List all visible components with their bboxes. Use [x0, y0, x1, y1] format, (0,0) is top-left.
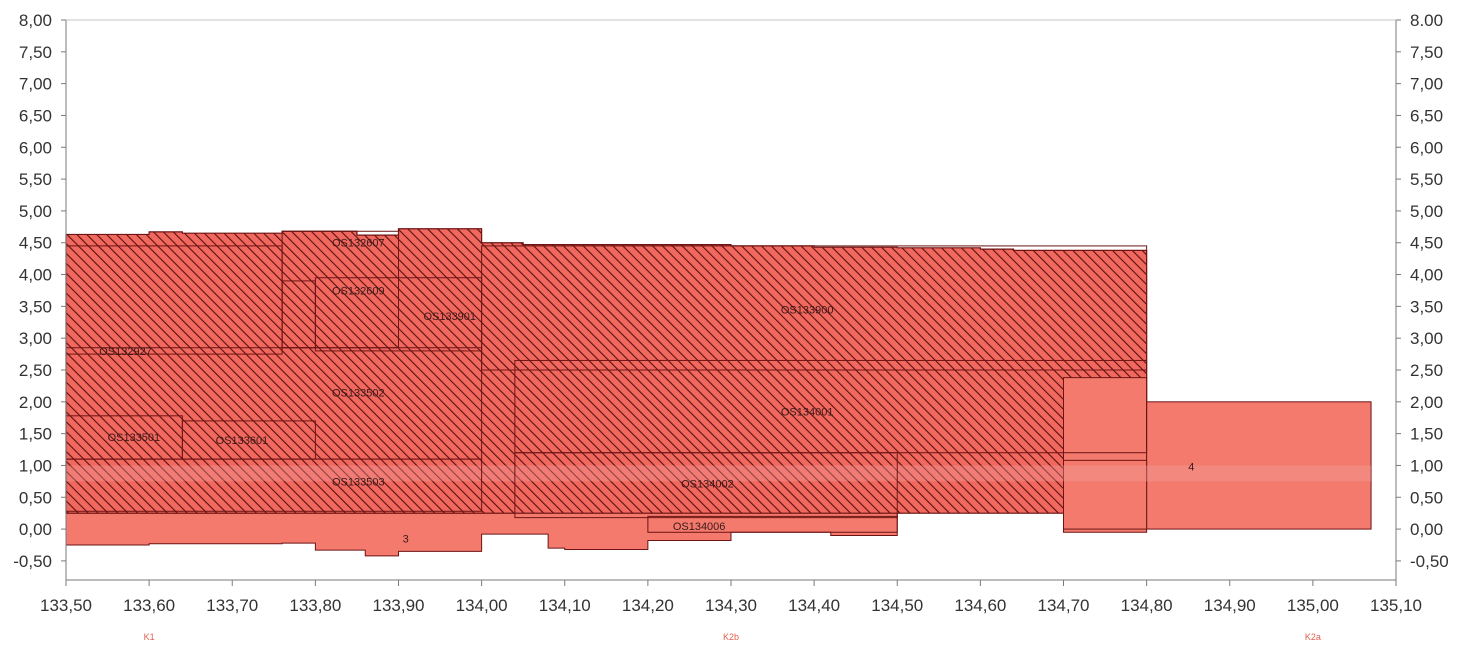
y-tick-label-left: 5,50 [19, 170, 52, 189]
series-top-body [65, 228, 1148, 514]
y-tick-label-left: 7,50 [19, 43, 52, 62]
x-tick-label: 135,00 [1287, 596, 1339, 615]
x-tick-label: 133,80 [289, 596, 341, 615]
y-tick-label-right: 2,00 [1410, 393, 1443, 412]
y-tick-label-right: 3,50 [1410, 297, 1443, 316]
y-tick-label-right: 5,00 [1410, 202, 1443, 221]
axes-layer: 8,00 8.00 7,50 7,50 7,00 7,00 6,50 6,50 6,00 6,00… [13, 11, 1449, 642]
segment-label: K2b [723, 632, 739, 642]
y-tick-label-right: 8.00 [1410, 11, 1443, 30]
x-tick-label: 134,10 [539, 596, 591, 615]
y-tick-label-left: 1,00 [19, 456, 52, 475]
y-tick-label-left: 4,50 [19, 234, 52, 253]
zone-label: OS133901 [423, 311, 476, 323]
zone-label: OS133900 [781, 305, 834, 317]
x-tick-label: 133,90 [373, 596, 425, 615]
zone-label: OS133502 [332, 387, 385, 399]
y-tick-label-right: 4,00 [1410, 266, 1443, 285]
zone-outline [481, 245, 1148, 371]
zone-label: OS132607 [332, 238, 385, 250]
y-tick-label-right: 6,50 [1410, 106, 1443, 125]
y-tick-label-right: 0,50 [1410, 488, 1443, 507]
x-tick-label: 134,40 [788, 596, 840, 615]
x-tick-label: 133,60 [123, 596, 175, 615]
y-tick-label-right: 1,50 [1410, 425, 1443, 444]
x-tick-label: 134,20 [622, 596, 674, 615]
y-tick-label-left: 0,00 [19, 520, 52, 539]
zone-labels-layer: OS132607 OS132609 OS133901 OS133900 OS132927… [99, 238, 1194, 546]
zone-solid [1146, 401, 1372, 530]
zone-label: OS134002 [681, 478, 734, 490]
segment-label: K2a [1305, 632, 1321, 642]
y-tick-label-right: 7,00 [1410, 75, 1443, 94]
y-tick-label-left: 3,00 [19, 329, 52, 348]
y-tick-label-left: 2,50 [19, 361, 52, 380]
x-tick-label: 134,70 [1038, 596, 1090, 615]
y-tick-label-right: 4,50 [1410, 234, 1443, 253]
x-tick-label: 134,90 [1204, 596, 1256, 615]
zones-layer [65, 228, 1372, 557]
y-tick-label-left: 4,00 [19, 266, 52, 285]
x-tick-label: 135,10 [1370, 596, 1422, 615]
zone-label: 3 [403, 534, 409, 546]
y-tick-label-left: 1,50 [19, 425, 52, 444]
y-tick-label-left: 5,00 [19, 202, 52, 221]
zone-solid [1063, 459, 1148, 530]
y-tick-label-left: 6,00 [19, 138, 52, 157]
zone-label: OS133503 [332, 476, 385, 488]
zone-label: OS133601 [216, 435, 269, 447]
y-tick-label-right: 3,00 [1410, 329, 1443, 348]
x-tick-label: 133,70 [206, 596, 258, 615]
y-tick-label-left: 8,00 [19, 11, 52, 30]
y-tick-label-right: 0,00 [1410, 520, 1443, 539]
x-tick-label: 134,80 [1121, 596, 1173, 615]
y-tick-label-left: -0,50 [13, 552, 52, 571]
y-tick-label-right: -0,50 [1410, 552, 1449, 571]
x-tick-label: 133,50 [40, 596, 92, 615]
x-tick-label: 134,30 [705, 596, 757, 615]
y-tick-label-left: 3,50 [19, 297, 52, 316]
y-tick-label-right: 7,50 [1410, 43, 1443, 62]
y-tick-label-left: 0,50 [19, 488, 52, 507]
zone-label: OS132927 [99, 346, 152, 358]
y-tick-label-right: 2,50 [1410, 361, 1443, 380]
x-tick-label: 134,60 [954, 596, 1006, 615]
zone-label: OS132609 [332, 285, 385, 297]
y-tick-label-left: 2,00 [19, 393, 52, 412]
zone-outline [647, 515, 898, 533]
zone-label: OS134006 [673, 521, 726, 533]
y-tick-label-left: 6,50 [19, 106, 52, 125]
x-tick-label: 134,50 [871, 596, 923, 615]
outlines-layer [65, 230, 1148, 533]
segment-label: K1 [144, 632, 155, 642]
pale-band [66, 465, 1372, 482]
y-tick-label-right: 6,00 [1410, 138, 1443, 157]
y-tick-label-right: 1,00 [1410, 456, 1443, 475]
zone-outline [514, 452, 898, 519]
zone-label: OS134001 [781, 406, 834, 418]
y-tick-label-right: 5,50 [1410, 170, 1443, 189]
x-tick-label: 134,00 [456, 596, 508, 615]
y-tick-label-left: 7,00 [19, 75, 52, 94]
zone-label: 4 [1188, 462, 1194, 474]
zone-label: OS133501 [108, 432, 161, 444]
